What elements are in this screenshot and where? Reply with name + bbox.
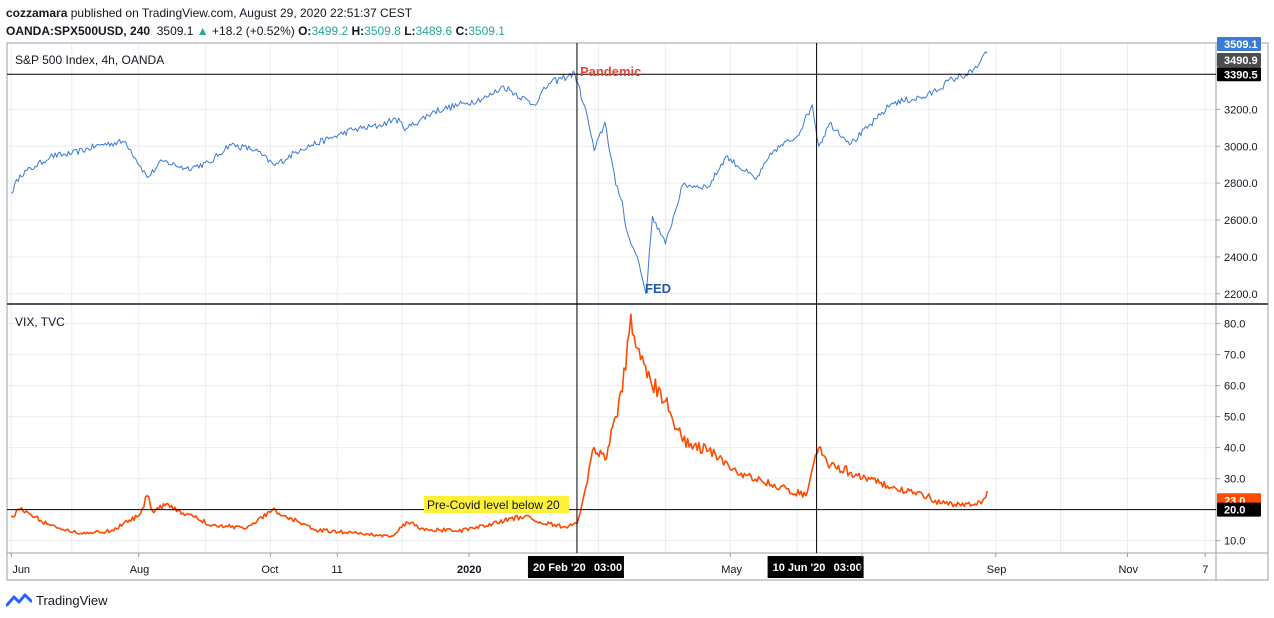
y-tick-label: 3000.0	[1224, 141, 1258, 153]
price-label-box	[1217, 53, 1261, 67]
price-label-box	[1217, 67, 1261, 82]
precovid-note-bg	[424, 496, 569, 513]
price-change: +18.2 (+0.52%)	[212, 24, 295, 38]
publish-line: cozzamara published on TradingView.com, …	[6, 4, 505, 22]
price-label-text: 20.0	[1224, 505, 1245, 517]
y-tick-label: 60.0	[1224, 381, 1245, 393]
price-label-text: 3390.5	[1224, 69, 1258, 81]
open-value: 3499.2	[311, 24, 349, 38]
y-tick-label: 2200.0	[1224, 289, 1258, 301]
y-tick-label: 30.0	[1224, 474, 1245, 486]
y-tick-label: 2600.0	[1224, 215, 1258, 227]
crosshair-time-text: 03:00	[594, 562, 622, 574]
x-tick-label: Nov	[1118, 564, 1138, 576]
x-tick-label: 11	[331, 564, 342, 576]
symbol-line: OANDA:SPX500USD, 240 3509.1 ▲ +18.2 (+0.…	[6, 22, 505, 40]
open-label: O:	[298, 24, 312, 38]
x-tick-label: Sep	[987, 564, 1007, 576]
symbol-title[interactable]: OANDA:SPX500USD, 240	[6, 24, 151, 38]
crosshair-date-text: 10 Jun '20	[773, 562, 826, 574]
close-value: 3509.1	[468, 24, 505, 38]
precovid-note-text: Pre-Covid level below 20	[427, 498, 560, 512]
price-label-text: 3509.1	[1224, 39, 1258, 51]
crosshair-time-label: 10 Jun '20 03:00	[767, 556, 864, 578]
series-layer	[10, 51, 988, 538]
vix-series-line	[10, 313, 988, 538]
crosshair-label-bg	[527, 556, 624, 578]
spx-series-line	[11, 51, 988, 295]
price-label-text: 3490.9	[1224, 55, 1258, 67]
x-tick-label: Aug	[130, 564, 150, 576]
chart-area[interactable]: Pandemic FED Pre-Covid level below 20 3200…	[0, 0, 1274, 585]
y-tick-label: 40.0	[1224, 443, 1245, 455]
tradingview-brand[interactable]: TradingView	[36, 592, 108, 608]
crosshair-time-text: 03:00	[834, 562, 862, 574]
high-value: 3509.8	[364, 24, 401, 38]
axis-layer: 3200.0 3000.0 2800.0 2600.0 2400.0 2200.0 S&P …	[10, 37, 1261, 578]
x-tick-label: 2020	[457, 564, 481, 576]
price-label-box	[1217, 502, 1261, 517]
x-tick-label: Jun	[12, 564, 30, 576]
close-label: C:	[455, 24, 469, 38]
fed-annotation: FED	[645, 281, 671, 296]
up-arrow-icon: ▲	[196, 24, 209, 38]
crosshair-time-label: 20 Feb '20 03:00	[527, 556, 624, 578]
chart-border	[6, 42, 1269, 581]
y-tick-label: 10.0	[1224, 536, 1245, 548]
footer: TradingView	[6, 590, 108, 610]
publisher-name[interactable]: cozzamara	[6, 6, 68, 20]
pane-title: VIX, TVC	[15, 315, 65, 329]
y-tick-label: 2400.0	[1224, 252, 1258, 264]
x-tick-label: Oct	[261, 564, 278, 576]
high-label: H:	[351, 24, 365, 38]
last-price: 3509.1	[156, 24, 194, 38]
y-tick-label: 80.0	[1224, 319, 1245, 331]
x-tick-label: l	[859, 564, 861, 576]
low-value: 3489.6	[415, 24, 453, 38]
pane-title: S&P 500 Index, 4h, OANDA	[15, 53, 164, 67]
pandemic-annotation: Pandemic	[580, 64, 641, 79]
price-label-box	[1217, 37, 1261, 51]
chart-frame	[6, 42, 1269, 581]
crosshair-date-text: 20 Feb '20	[533, 562, 586, 574]
y-tick-label: 3200.0	[1224, 104, 1258, 116]
y-tick-label: 50.0	[1224, 412, 1245, 424]
x-tick-label: 7	[1202, 564, 1208, 576]
precovid-note[interactable]: Pre-Covid level below 20	[424, 496, 569, 513]
crosshair-label-bg	[767, 556, 864, 578]
y-tick-label: 70.0	[1224, 350, 1245, 362]
chart-header: cozzamara published on TradingView.com, …	[6, 4, 505, 40]
tradingview-logo-icon	[6, 593, 32, 607]
x-tick-label: May	[721, 564, 742, 576]
low-label: L:	[404, 24, 416, 38]
y-tick-label: 2800.0	[1224, 178, 1258, 190]
publish-info: published on TradingView.com, August 29,…	[70, 6, 413, 20]
grid-lines	[7, 43, 1216, 553]
overlay-layer: Pandemic FED Pre-Covid level below 20	[7, 43, 1216, 553]
